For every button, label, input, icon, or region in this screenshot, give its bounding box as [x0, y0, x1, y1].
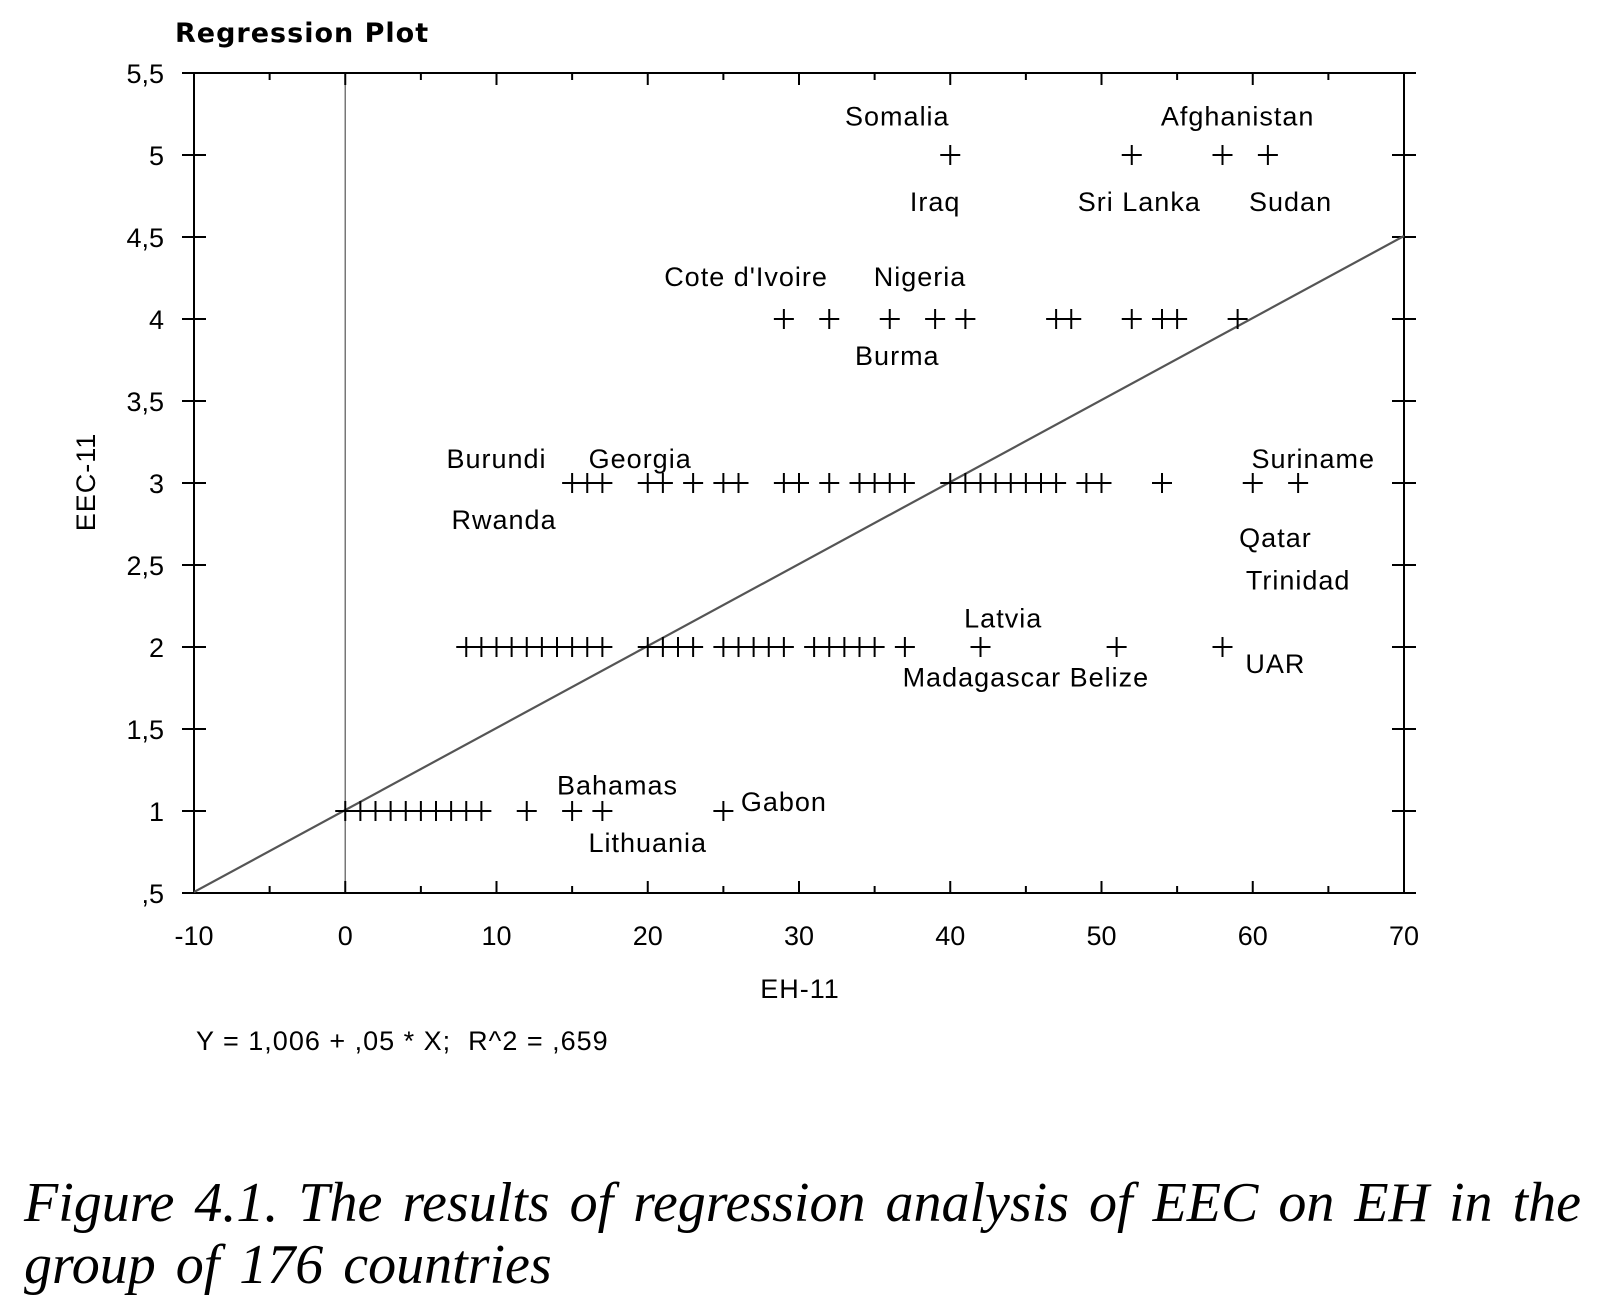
x-axis-label: EH-11	[760, 974, 840, 1004]
x-tick-label: 20	[633, 921, 663, 951]
y-tick-label: 1,5	[126, 715, 164, 745]
data-point	[592, 473, 613, 493]
data-point	[592, 801, 613, 821]
country-label: Nigeria	[874, 262, 967, 292]
axis-ticks: -10 0 10 20 30 40 50 60 70 ,5 1 1,5 2 2,5 3 3,5 4 4,5 5 5,5	[126, 59, 1419, 951]
data-point	[1121, 145, 1142, 165]
x-tick-label: 0	[338, 921, 353, 951]
country-label: Burundi	[446, 444, 546, 474]
country-label: Afghanistan	[1161, 101, 1315, 131]
data-point	[713, 801, 734, 821]
data-points	[335, 145, 1309, 821]
country-label: Sudan	[1249, 187, 1332, 217]
regression-line	[193, 235, 1405, 893]
data-point	[925, 309, 946, 329]
data-point	[1227, 309, 1248, 329]
country-label: Somalia	[845, 101, 950, 131]
x-tick-label: 70	[1389, 921, 1419, 951]
data-point	[652, 473, 673, 493]
data-point	[894, 473, 915, 493]
data-point	[592, 637, 613, 657]
country-label: Gabon	[741, 787, 827, 817]
data-point	[1257, 145, 1278, 165]
country-label: Georgia	[589, 444, 692, 474]
country-label: Latvia	[964, 603, 1042, 633]
y-tick-label: 4	[149, 305, 164, 335]
data-point	[516, 801, 537, 821]
regression-line-group	[193, 235, 1405, 893]
y-tick-label: 3	[149, 469, 164, 499]
data-point	[1167, 309, 1188, 329]
data-point	[940, 145, 961, 165]
x-tick-label: 30	[784, 921, 814, 951]
country-label: Sri Lanka	[1078, 187, 1201, 217]
y-tick-label: 2	[149, 633, 164, 663]
country-label: UAR	[1245, 649, 1305, 679]
data-point	[1061, 309, 1082, 329]
data-point	[683, 473, 704, 493]
data-point	[728, 473, 749, 493]
data-point	[1212, 145, 1233, 165]
data-point	[1212, 637, 1233, 657]
y-tick-label: 1	[149, 797, 164, 827]
country-label: Iraq	[910, 187, 961, 217]
country-label: Lithuania	[588, 828, 707, 858]
data-point	[955, 309, 976, 329]
data-point	[1288, 473, 1309, 493]
data-point	[1242, 473, 1263, 493]
country-label: Trinidad	[1246, 566, 1351, 596]
country-label: Madagascar Belize	[903, 662, 1150, 692]
data-point	[970, 637, 991, 657]
country-label: Burma	[855, 341, 940, 371]
country-label: Suriname	[1251, 444, 1375, 474]
data-point	[819, 309, 840, 329]
country-label: Qatar	[1239, 523, 1312, 553]
x-tick-label: 50	[1086, 921, 1116, 951]
data-point	[864, 637, 885, 657]
data-point	[683, 637, 704, 657]
x-tick-label: 60	[1238, 921, 1268, 951]
y-axis-label: EEC-11	[71, 433, 101, 532]
figure-caption: Figure 4.1. The results of regression an…	[24, 1172, 1581, 1296]
country-label: Cote d'Ivoire	[664, 262, 828, 292]
y-tick-label: 2,5	[126, 551, 164, 581]
data-point	[773, 309, 794, 329]
x-tick-label: 10	[481, 921, 511, 951]
data-point	[1152, 473, 1172, 493]
data-point	[819, 473, 840, 493]
regression-plot: Regression Plot -10 0 10 20 30 40 50 60 70 ,5 1 1,5…	[71, 18, 1419, 1056]
country-annotations: Somalia Afghanistan Iraq Sri Lanka Sudan Cote…	[446, 101, 1375, 858]
data-point	[879, 309, 900, 329]
data-point	[471, 801, 492, 821]
data-point	[562, 801, 583, 821]
data-point	[789, 473, 809, 493]
data-point	[1121, 309, 1142, 329]
data-point	[1046, 473, 1067, 493]
y-tick-label: 5,5	[126, 59, 164, 89]
y-tick-label: 3,5	[126, 387, 164, 417]
data-point	[894, 637, 915, 657]
chart-title: Regression Plot	[175, 18, 429, 49]
data-point	[1106, 637, 1127, 657]
country-label: Bahamas	[557, 771, 678, 801]
y-tick-label: 4,5	[126, 223, 164, 253]
y-tick-label: 5	[149, 141, 164, 171]
regression-equation: Y = 1,006 + ,05 * X; R^2 = ,659	[196, 1026, 609, 1056]
data-point	[773, 637, 794, 657]
data-point	[1091, 473, 1112, 493]
y-tick-label: ,5	[141, 879, 164, 909]
x-tick-label: 40	[935, 921, 965, 951]
x-tick-label: -10	[174, 921, 213, 951]
country-label: Rwanda	[452, 505, 557, 535]
